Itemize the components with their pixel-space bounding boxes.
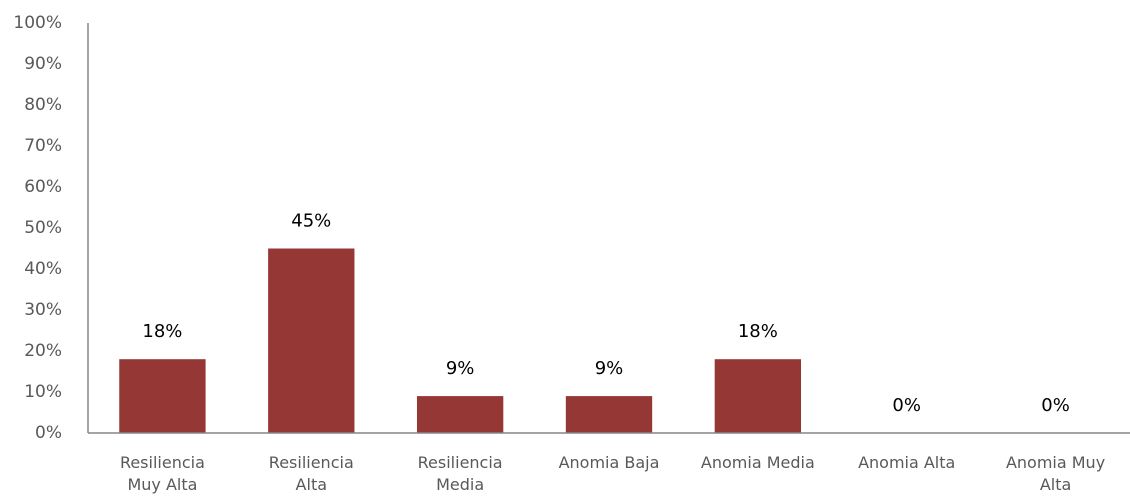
value-label: 45% xyxy=(291,211,331,232)
x-tick-label: Anomia Alta xyxy=(858,453,956,472)
value-label: 9% xyxy=(595,358,624,379)
y-tick-label: 70% xyxy=(24,136,62,156)
y-tick-label: 10% xyxy=(24,382,62,402)
bar xyxy=(714,359,802,433)
value-label: 9% xyxy=(446,358,475,379)
value-label: 0% xyxy=(1041,395,1070,416)
y-tick-label: 30% xyxy=(24,300,62,320)
x-tick-label: Resiliencia Media xyxy=(417,453,503,494)
bar xyxy=(268,248,355,433)
y-tick-label: 60% xyxy=(24,177,62,197)
bar xyxy=(565,396,653,433)
x-tick-label: Anomia Media xyxy=(700,453,815,472)
x-tick-label: Anomia Muy Alta xyxy=(1005,453,1106,494)
y-tick-label: 0% xyxy=(35,423,62,443)
bar xyxy=(416,396,504,433)
y-tick-label: 100% xyxy=(13,13,62,33)
y-tick-label: 40% xyxy=(24,259,62,279)
x-tick-label: Resiliencia Alta xyxy=(268,453,354,494)
y-tick-label: 90% xyxy=(24,54,62,74)
y-tick-label: 50% xyxy=(24,218,62,238)
y-tick-label: 20% xyxy=(24,341,62,361)
value-label: 0% xyxy=(892,395,921,416)
x-tick-label: Resiliencia Muy Alta xyxy=(119,453,205,494)
y-tick-label: 80% xyxy=(24,95,62,115)
x-tick-label: Anomia Baja xyxy=(558,453,660,472)
value-label: 18% xyxy=(738,321,778,342)
bar xyxy=(119,359,206,433)
value-label: 18% xyxy=(142,321,182,342)
